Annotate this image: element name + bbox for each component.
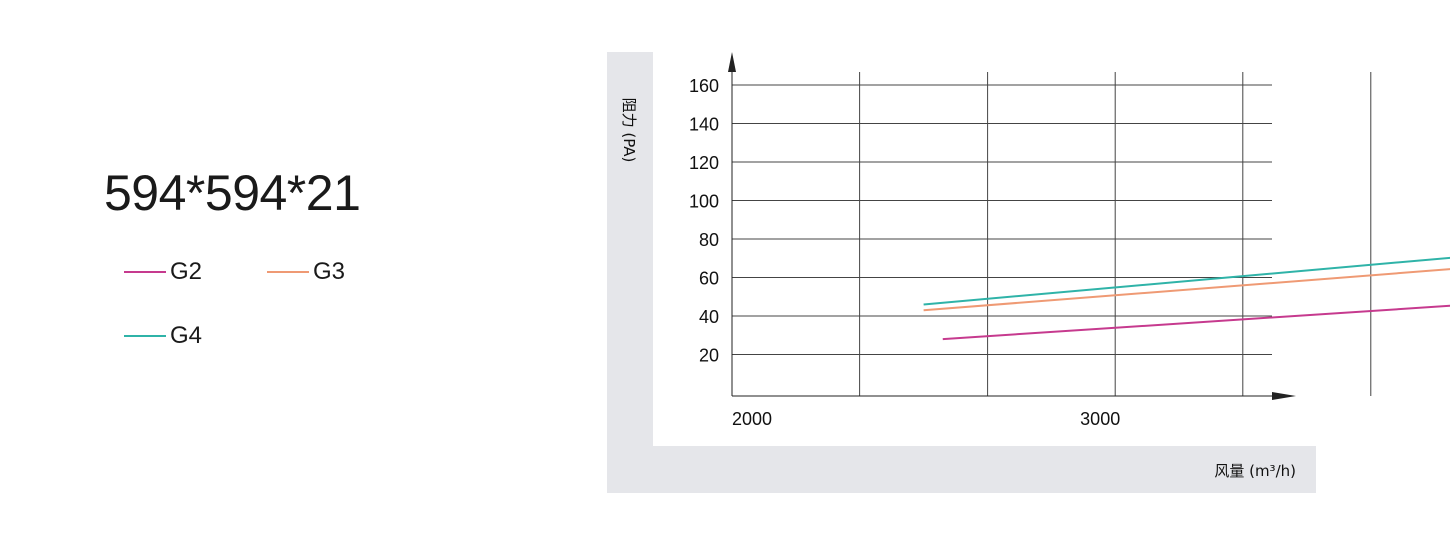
x-tick-labels: 20003000400050006000 [732, 409, 1120, 429]
x-axis-label: 风量 (m³/h) [1214, 462, 1296, 480]
grid [732, 72, 1372, 396]
y-tick-label: 140 [689, 115, 719, 135]
legend-label-g3: G3 [313, 258, 346, 285]
y-tick-label: 20 [699, 346, 719, 366]
series-line-g4 [923, 256, 1450, 306]
y-tick-label: 100 [689, 192, 719, 212]
legend-swatch-g2 [124, 271, 166, 273]
legend-swatch-g4 [124, 335, 166, 337]
y-tick-label: 80 [699, 230, 719, 250]
y-axis-arrow [728, 52, 736, 72]
legend-swatch-g3 [267, 271, 309, 273]
y-tick-label: 40 [699, 307, 719, 327]
y-tick-label: 120 [689, 153, 719, 173]
legend-item-g2: G2 [124, 258, 202, 286]
series-line-g3 [923, 268, 1450, 312]
x-tick-label: 2000 [732, 409, 772, 429]
x-axis-arrow [1272, 392, 1296, 400]
chart-background-frame [607, 52, 1316, 493]
series-line-g2 [942, 304, 1450, 341]
legend-label-g2: G2 [170, 258, 203, 285]
y-tick-label: 160 [689, 76, 719, 96]
axes [728, 52, 1296, 400]
y-axis-label: 阻力 (PA) [620, 98, 638, 163]
y-tick-label: 60 [699, 269, 719, 289]
chart-title: 594*594*21 [104, 165, 361, 221]
legend-item-g3: G3 [267, 258, 345, 286]
legend-item-g4: G4 [124, 322, 202, 350]
legend-label-g4: G4 [170, 322, 203, 349]
series-lines [923, 256, 1450, 341]
y-tick-labels: 20 40 60 80 100 120 140 160 [689, 76, 719, 366]
x-tick-label: 3000 [1080, 409, 1120, 429]
